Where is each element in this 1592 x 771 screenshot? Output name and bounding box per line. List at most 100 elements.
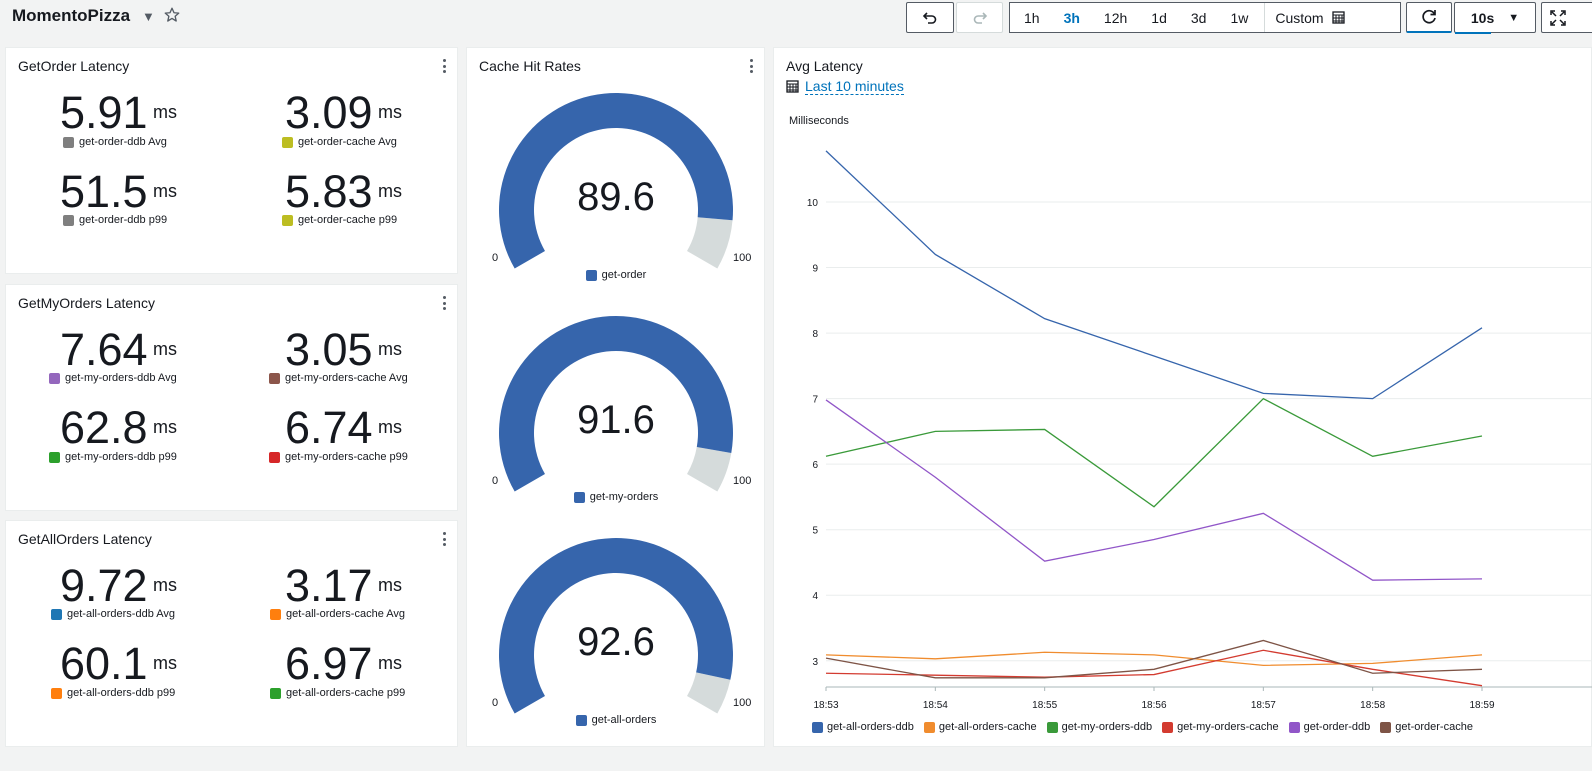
y-axis-unit-label: Milliseconds: [789, 115, 849, 127]
metric-unit: ms: [378, 102, 402, 122]
metric-unit: ms: [153, 339, 177, 359]
dashboard-title[interactable]: MomentoPizza: [12, 6, 131, 25]
metric-unit: ms: [378, 181, 402, 201]
metric-label: get-all-orders-cache p99: [270, 687, 405, 699]
y-tick-label: 4: [812, 591, 818, 602]
get-my-orders-latency-panel: GetMyOrders Latency 7.64 ms get-my-order…: [5, 284, 458, 511]
y-tick-label: 5: [812, 526, 818, 537]
legend-swatch: [923, 721, 935, 733]
legend-item-get-order-ddb[interactable]: get-order-ddb: [1288, 721, 1370, 733]
gauge-max-label: 100: [733, 475, 752, 487]
range-custom[interactable]: Custom: [1264, 3, 1356, 32]
gauges-svg: [499, 93, 733, 714]
range-1d[interactable]: 1d: [1151, 9, 1167, 26]
range-3d[interactable]: 3d: [1190, 9, 1207, 26]
refresh-interval-value: 10s: [1470, 9, 1495, 26]
metric-label-text: get-order-cache p99: [298, 214, 398, 226]
metric-label-text: get-order-ddb Avg: [79, 136, 167, 148]
legend-item-get-my-orders-cache[interactable]: get-my-orders-cache: [1162, 721, 1279, 733]
gauge-track: [687, 217, 733, 269]
legend-swatch: [1162, 721, 1174, 733]
legend-swatch: [1288, 721, 1300, 733]
legend-swatch: [49, 372, 60, 384]
fullscreen-button[interactable]: [1541, 2, 1592, 33]
legend-label: get-all-orders-ddb: [827, 721, 914, 733]
series-line-get-order-ddb[interactable]: [825, 399, 1483, 581]
metric-label-text: get-all-orders-ddb p99: [67, 687, 176, 699]
gauge-value: 92.6: [577, 620, 655, 664]
calendar-icon: [786, 80, 799, 93]
favorite-star-icon[interactable]: [163, 6, 181, 24]
redo-icon: [973, 11, 987, 24]
metric-label-text: get-my-orders-ddb p99: [65, 451, 177, 463]
series-line-get-my-orders-ddb[interactable]: [825, 397, 1483, 508]
chart-legend: get-all-orders-ddb get-all-orders-cache ge…: [812, 721, 1473, 733]
chevron-down-icon: ▼: [1508, 11, 1520, 24]
panel-menu-icon[interactable]: [441, 530, 447, 548]
series-line-get-all-orders-cache[interactable]: [825, 651, 1483, 667]
metric-label-text: get-all-orders-cache p99: [286, 687, 406, 699]
x-tick-label: 18:56: [1141, 700, 1166, 711]
gauge-legend-text: get-all-orders: [591, 714, 657, 726]
time-range-link[interactable]: Last 10 minutes: [786, 78, 904, 95]
time-range-selector: 1h 3h 12h 1d 3d 1w Custom: [1009, 2, 1401, 33]
x-tick-label: 18:57: [1251, 700, 1276, 711]
metric-value: 6.97: [285, 638, 373, 689]
metric-label: get-my-orders-cache p99: [269, 451, 408, 463]
legend-label: get-all-orders-cache: [938, 721, 1037, 733]
legend-item-get-my-orders-ddb[interactable]: get-my-orders-ddb: [1046, 721, 1153, 733]
legend-swatch: [49, 451, 60, 463]
panel-title: GetAllOrders Latency: [18, 531, 152, 547]
legend-swatch: [270, 608, 281, 620]
metric-label-text: get-my-orders-ddb Avg: [65, 372, 177, 384]
metric-label: get-my-orders-ddb Avg: [49, 372, 177, 384]
legend-swatch: [63, 136, 74, 148]
legend-item-get-all-orders-cache[interactable]: get-all-orders-cache: [923, 721, 1037, 733]
panel-menu-icon[interactable]: [441, 57, 447, 75]
metric-value: 6.74: [285, 402, 373, 453]
panel-menu-icon[interactable]: [441, 294, 447, 312]
metric-unit: ms: [378, 653, 402, 673]
range-12h[interactable]: 12h: [1103, 9, 1128, 26]
x-tick-label: 18:59: [1469, 700, 1494, 711]
gauge-legend-text: get-order: [601, 269, 647, 281]
metric-unit: ms: [153, 653, 177, 673]
y-tick-label: 10: [807, 198, 819, 209]
legend-label: get-order-cache: [1395, 721, 1473, 733]
legend-item-get-all-orders-ddb[interactable]: get-all-orders-ddb: [812, 721, 914, 733]
metric-unit: ms: [153, 417, 177, 437]
panel-menu-icon[interactable]: [748, 57, 754, 75]
refresh-button[interactable]: [1406, 2, 1452, 33]
undo-button[interactable]: [906, 2, 954, 33]
series-line-get-order-cache[interactable]: [825, 639, 1483, 679]
gauge-track: [687, 447, 732, 492]
metric-unit: ms: [153, 575, 177, 595]
legend-item-get-order-cache[interactable]: get-order-cache: [1380, 721, 1473, 733]
range-1h[interactable]: 1h: [1024, 9, 1040, 26]
legend-label: get-my-orders-ddb: [1061, 721, 1153, 733]
metric-label: get-my-orders-cache Avg: [269, 372, 408, 384]
range-1w[interactable]: 1w: [1230, 9, 1249, 26]
metric-label: get-all-orders-cache Avg: [270, 608, 405, 620]
dashboard-menu-caret-icon[interactable]: ▼: [142, 9, 155, 24]
legend-swatch: [1046, 721, 1058, 733]
legend-swatch: [282, 214, 293, 226]
legend-swatch: [575, 714, 587, 726]
gauge-min-label: 0: [492, 252, 499, 264]
metric-label: get-order-ddb p99: [63, 214, 167, 226]
gauge-legend: get-my-orders: [496, 491, 736, 503]
gauge-value: 91.6: [577, 398, 655, 442]
metric-label: get-order-cache Avg: [282, 136, 397, 148]
legend-swatch: [63, 214, 74, 226]
series-line-get-my-orders-cache[interactable]: [825, 649, 1483, 687]
interval-underline: [1455, 32, 1491, 34]
legend-swatch: [573, 491, 585, 503]
refresh-interval-dropdown[interactable]: 10s ▼: [1454, 2, 1536, 34]
series-line-get-all-orders-ddb[interactable]: [825, 150, 1483, 400]
legend-swatch: [812, 721, 823, 733]
x-tick-label: 18:58: [1360, 700, 1385, 711]
gauge-track: [687, 672, 731, 714]
refresh-icon: [1422, 9, 1436, 24]
range-3h[interactable]: 3h: [1063, 9, 1080, 26]
redo-button[interactable]: [956, 2, 1003, 33]
